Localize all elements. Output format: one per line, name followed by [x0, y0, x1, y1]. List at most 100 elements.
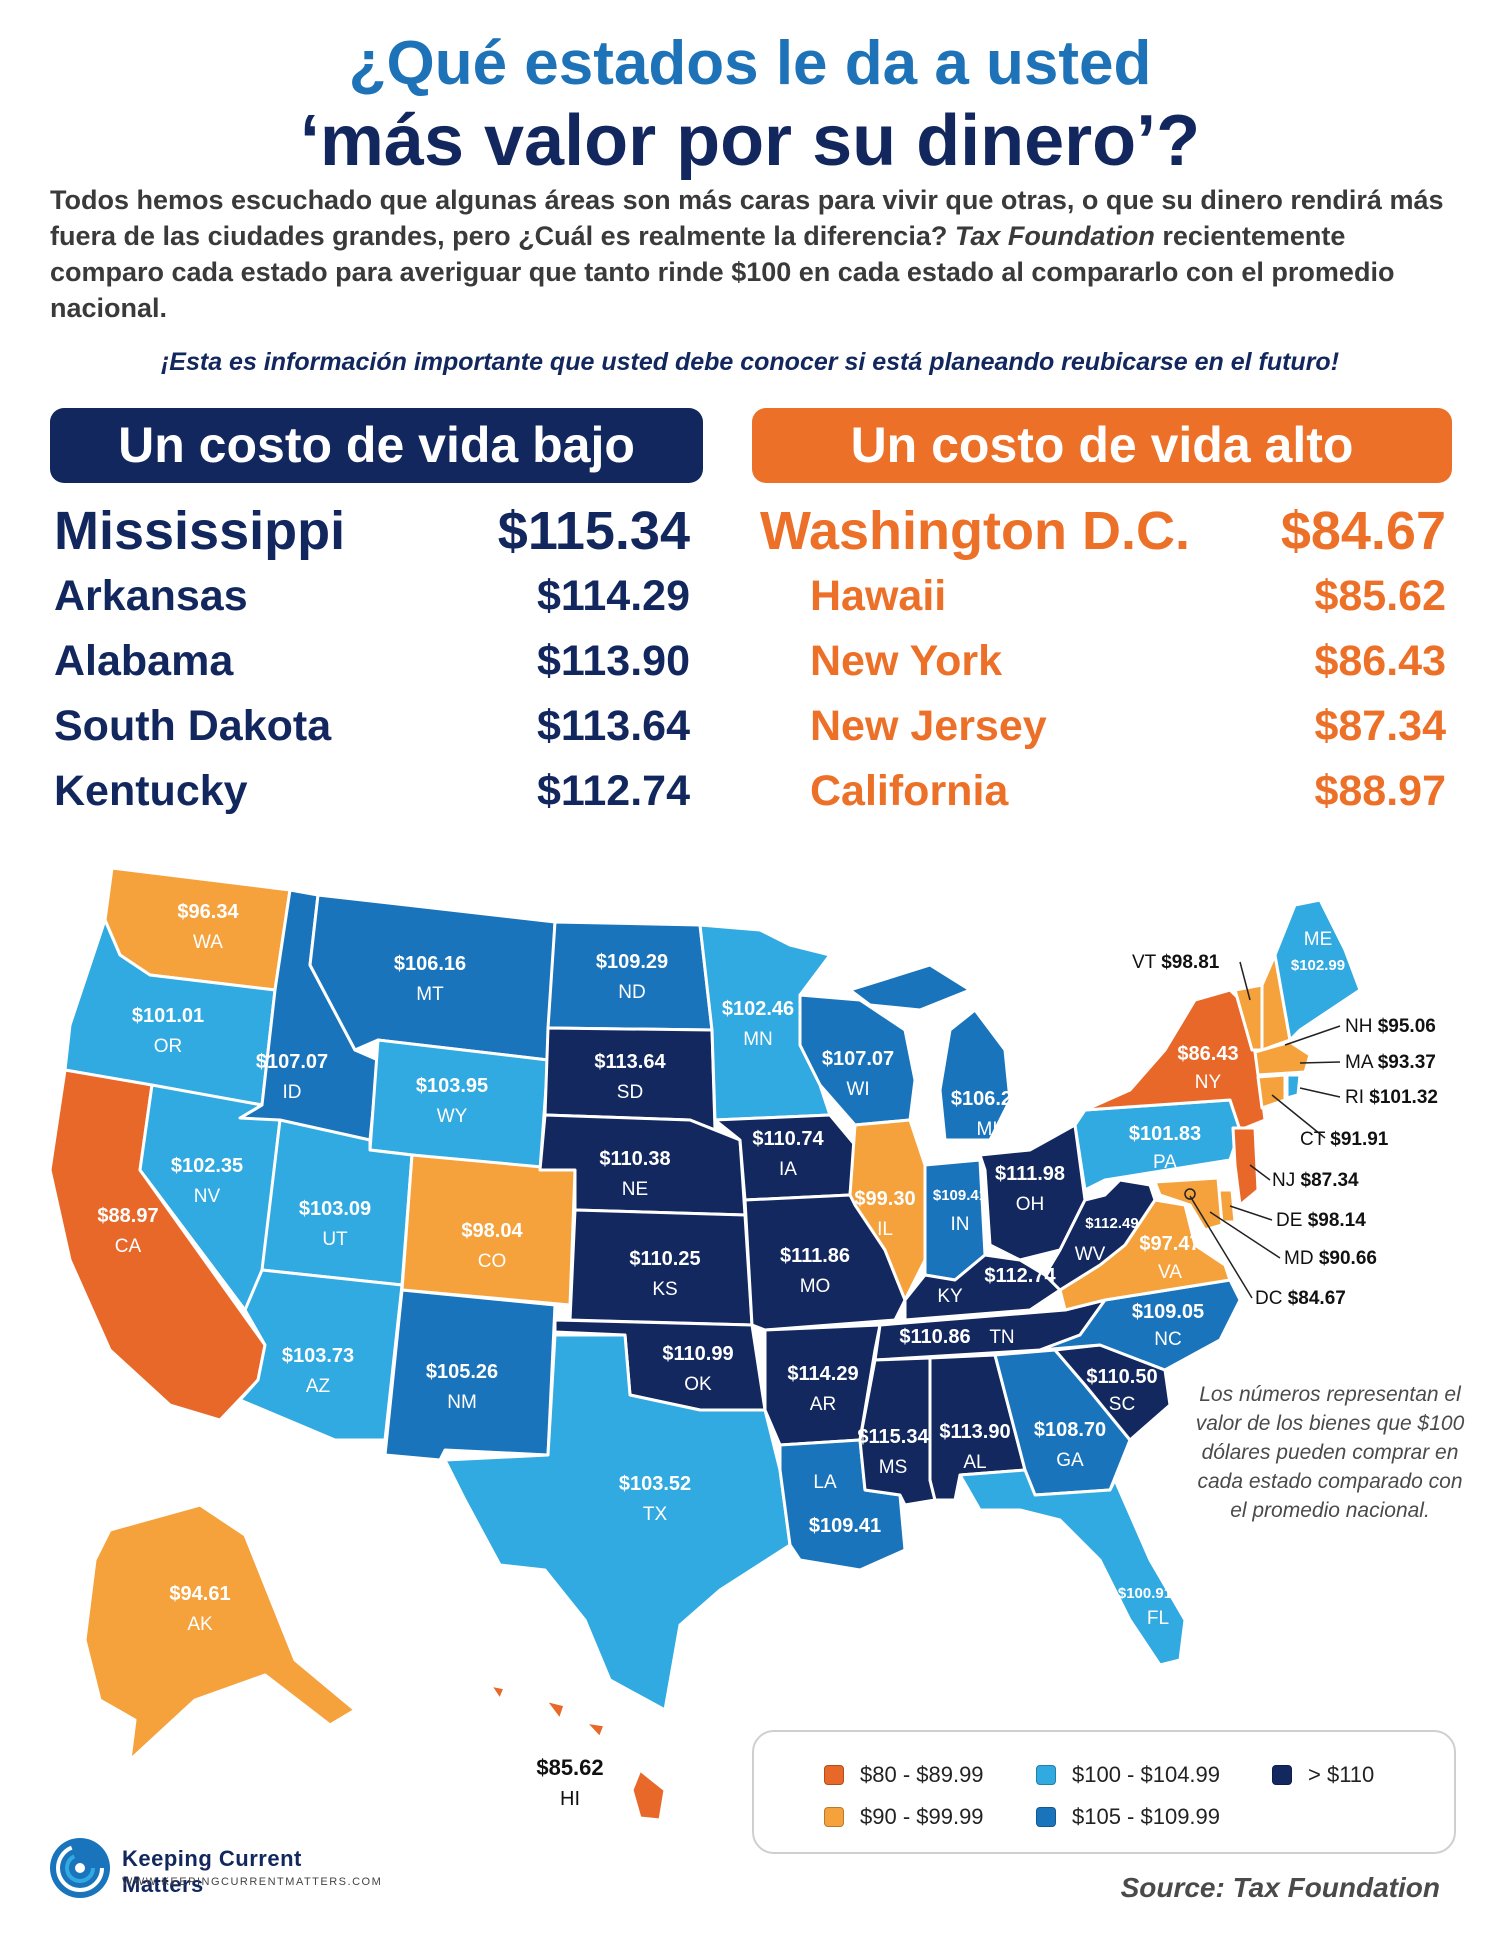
legend-swatch	[824, 1765, 844, 1785]
state-abbr: NE	[622, 1179, 648, 1200]
state-value: $106.27	[951, 1088, 1023, 1110]
state-abbr: IA	[779, 1159, 797, 1180]
state-value: $113.90	[939, 1421, 1010, 1443]
state-value: $86.43	[1314, 637, 1446, 685]
state-label-az: $103.73 AZ	[282, 1345, 354, 1397]
state-name: Hawaii	[810, 572, 947, 620]
state-label-va: $97.47 VA	[1139, 1233, 1200, 1283]
state-value: $115.34	[857, 1426, 929, 1448]
callout-de: DE $98.14	[1276, 1210, 1366, 1231]
callout-abbr: NH	[1345, 1016, 1372, 1037]
state-name: South Dakota	[54, 702, 332, 750]
state-name: Alabama	[54, 637, 234, 685]
state-abbr: LA	[813, 1472, 837, 1493]
callout-value: $93.37	[1378, 1052, 1436, 1073]
intro-source-name: Tax Foundation	[954, 221, 1155, 251]
high-cost-row: California $88.97	[810, 767, 1446, 829]
state-label-nc: $109.05 NC	[1132, 1301, 1204, 1350]
state-value: $88.97	[1314, 767, 1446, 815]
state-abbr: WV	[1075, 1244, 1106, 1265]
state-value: $107.07	[822, 1048, 894, 1070]
legend-label: $105 - $109.99	[1072, 1804, 1221, 1829]
legend-label: > $110	[1308, 1762, 1375, 1787]
state-label-ca: $88.97 CA	[97, 1205, 158, 1257]
state-abbr: AL	[963, 1452, 986, 1473]
state-value: $85.62	[1314, 572, 1446, 620]
state-value: $101.01	[132, 1005, 204, 1027]
state-value: $110.38	[599, 1148, 670, 1170]
legend-item: $105 - $109.99	[1036, 1804, 1220, 1830]
low-cost-header: Un costo de vida bajo	[50, 408, 703, 483]
state-shape-nm	[383, 1288, 557, 1462]
logo-name: Keeping Current Matters	[122, 1846, 302, 1897]
legend-item: $100 - $104.99	[1036, 1762, 1220, 1788]
state-value: $102.99	[1291, 957, 1345, 974]
state-abbr: MI	[976, 1119, 997, 1140]
callout-abbr: MA	[1345, 1052, 1374, 1073]
state-value: $85.62	[536, 1755, 603, 1780]
intro-text-2: recientemente comparo cada estado para a…	[50, 221, 1395, 323]
state-abbr: HI	[560, 1788, 580, 1810]
svg-text:MA $93.37: MA $93.37	[1345, 1052, 1436, 1073]
high-cost-row: Hawaii $85.62	[810, 572, 1446, 634]
state-abbr: IL	[877, 1219, 893, 1240]
state-value: $109.29	[596, 951, 668, 973]
state-abbr: MS	[879, 1457, 908, 1478]
state-label-ne: $110.38 NE	[599, 1148, 670, 1200]
state-abbr: ND	[618, 982, 645, 1003]
state-name: New Jersey	[810, 702, 1047, 750]
high-cost-row: New Jersey $87.34	[810, 702, 1446, 764]
state-value: $103.09	[299, 1198, 371, 1220]
state-label-sc: $110.50 SC	[1086, 1366, 1157, 1415]
state-label-al: $113.90 AL	[939, 1421, 1010, 1473]
svg-text:RI $101.32: RI $101.32	[1345, 1087, 1438, 1108]
state-label-pa: $101.83 PA	[1129, 1123, 1201, 1173]
state-abbr: WI	[846, 1079, 869, 1100]
map-legend: $80 - $89.99 $100 - $104.99 > $110 $90 -…	[752, 1730, 1456, 1854]
state-abbr: VA	[1158, 1262, 1182, 1283]
state-label-il: $99.30 IL	[854, 1188, 915, 1240]
state-abbr: SC	[1109, 1394, 1135, 1415]
state-label-or: $101.01 OR	[132, 1005, 204, 1057]
callout-value: $87.34	[1301, 1170, 1360, 1191]
state-abbr: OR	[154, 1036, 183, 1057]
state-value: $102.35	[171, 1155, 243, 1177]
svg-text:DE $98.14: DE $98.14	[1276, 1210, 1366, 1231]
callout-value: $98.14	[1308, 1210, 1367, 1231]
callout-value: $95.06	[1378, 1016, 1436, 1037]
state-value: $87.34	[1314, 702, 1446, 750]
callout-leaders	[1184, 961, 1341, 1299]
callout-abbr: MD	[1284, 1248, 1314, 1269]
state-abbr: TN	[989, 1327, 1014, 1348]
state-value: $88.97	[97, 1205, 158, 1227]
callout-value: $84.67	[1288, 1288, 1346, 1309]
state-value: $94.61	[169, 1583, 230, 1605]
state-label-ms: $115.34 MS	[857, 1426, 929, 1478]
state-label-sd: $113.64 SD	[594, 1051, 666, 1103]
state-value: $108.70	[1034, 1419, 1106, 1441]
us-map: $96.34 WA $101.01 OR $88.97 CA $107.07 ID $1…	[48, 866, 1438, 1822]
legend-swatch	[1272, 1765, 1292, 1785]
state-label-ny: $86.43 NY	[1177, 1043, 1238, 1093]
state-shape-tx	[443, 1333, 792, 1712]
state-value: $105.26	[426, 1361, 498, 1383]
state-value: $113.64	[594, 1051, 666, 1073]
state-value: $110.25	[629, 1248, 700, 1270]
state-abbr: NY	[1195, 1072, 1222, 1093]
state-name: Arkansas	[54, 572, 248, 620]
state-label-mo: $111.86 MO	[780, 1245, 850, 1297]
state-label-wi: $107.07 WI	[822, 1048, 894, 1100]
state-abbr: CA	[115, 1236, 142, 1257]
state-value: $103.95	[416, 1075, 488, 1097]
state-abbr: AR	[810, 1394, 836, 1415]
state-label-ar: $114.29 AR	[787, 1363, 858, 1415]
state-label-tn: $110.86 TN	[899, 1326, 1014, 1348]
callout-labels: VT $98.81 NH $95.06 MA $93.37 RI $101.32…	[1132, 952, 1438, 1309]
state-abbr: SD	[617, 1082, 643, 1103]
state-abbr: OH	[1016, 1194, 1045, 1215]
callout-abbr: DC	[1255, 1288, 1282, 1309]
state-value: $101.83	[1129, 1123, 1201, 1145]
legend-swatch	[824, 1807, 844, 1827]
state-label-ia: $110.74 IA	[752, 1128, 824, 1180]
state-value: $110.86	[899, 1326, 970, 1348]
